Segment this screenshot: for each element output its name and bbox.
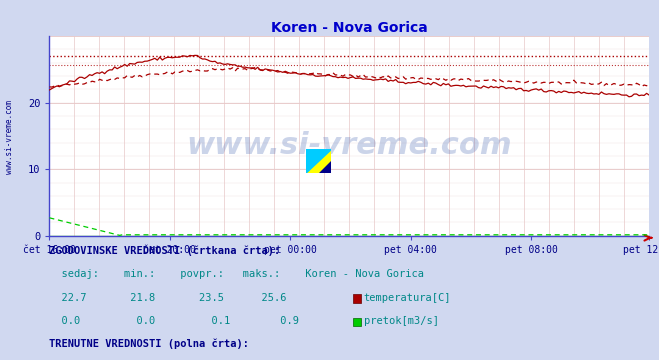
Polygon shape xyxy=(306,149,331,173)
Text: ZGODOVINSKE VREDNOSTI (črtkana črta):: ZGODOVINSKE VREDNOSTI (črtkana črta): xyxy=(49,245,281,256)
Text: pretok[m3/s]: pretok[m3/s] xyxy=(364,316,439,326)
Text: www.si-vreme.com: www.si-vreme.com xyxy=(186,131,512,161)
Title: Koren - Nova Gorica: Koren - Nova Gorica xyxy=(271,21,428,35)
Polygon shape xyxy=(306,149,331,173)
Text: sedaj:    min.:    povpr.:   maks.:    Koren - Nova Gorica: sedaj: min.: povpr.: maks.: Koren - Nova… xyxy=(49,269,424,279)
Text: temperatura[C]: temperatura[C] xyxy=(364,293,451,303)
Polygon shape xyxy=(319,161,331,173)
Text: 0.0         0.0         0.1        0.9: 0.0 0.0 0.1 0.9 xyxy=(49,316,299,326)
Text: TRENUTNE VREDNOSTI (polna črta):: TRENUTNE VREDNOSTI (polna črta): xyxy=(49,339,249,350)
Text: 22.7       21.8       23.5      25.6: 22.7 21.8 23.5 25.6 xyxy=(49,293,287,303)
Text: www.si-vreme.com: www.si-vreme.com xyxy=(5,100,14,174)
